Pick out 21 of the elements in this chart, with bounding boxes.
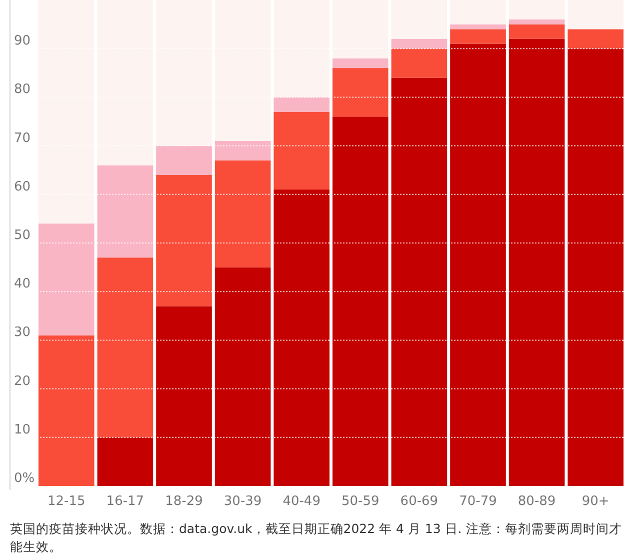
x-tick-label: 30-39	[224, 494, 262, 509]
x-tick-label: 18-29	[165, 494, 203, 509]
y-tick-label: 10	[14, 422, 31, 438]
text: 英国的疫苗接种状况。数据：data.gov.uk，截至日期正确2022 年 4 月 13 日. 注意：每剂需要两周时间才能生效。	[10, 520, 622, 556]
y-tick-label: 90	[14, 34, 31, 49]
x-tick-label: 80-89	[518, 494, 556, 509]
y-tick-label: 0%	[14, 471, 35, 486]
x-tick-label: 90+	[582, 494, 610, 509]
y-tick-label: 50	[14, 228, 31, 243]
y-tick-label: 40	[14, 276, 31, 292]
x-tick-label: 12-15	[48, 494, 86, 509]
x-tick-label: 70-79	[459, 494, 497, 509]
x-tick-label: 16-17	[106, 494, 144, 509]
y-tick-label: 80	[14, 82, 31, 98]
y-tick-label: 60	[14, 179, 31, 194]
y-tick-label: 30	[14, 325, 31, 340]
y-tick-label: 70	[14, 130, 31, 146]
x-tick-label: 50-59	[342, 494, 380, 509]
x-tick-label: 40-49	[282, 494, 320, 509]
y-tick-label: 20	[14, 374, 31, 389]
x-tick-label: 60-69	[400, 494, 438, 509]
